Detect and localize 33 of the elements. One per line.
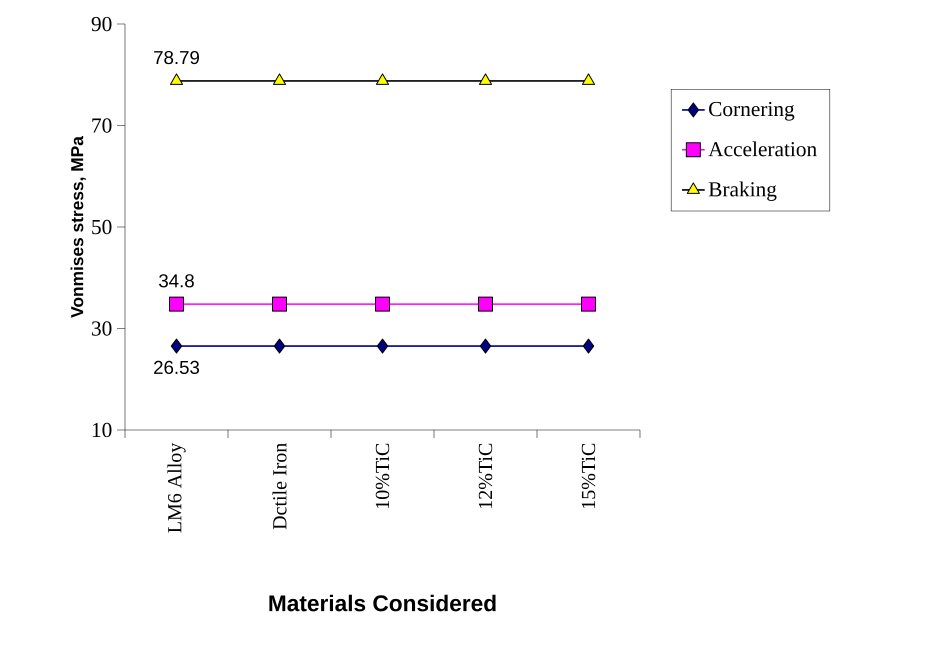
point bbox=[274, 338, 286, 354]
data-label: 78.79 bbox=[154, 50, 199, 64]
point bbox=[169, 296, 184, 312]
point bbox=[376, 73, 390, 85]
point bbox=[272, 296, 288, 312]
data-label: 34.8 bbox=[159, 274, 194, 288]
point bbox=[272, 73, 286, 85]
y-tick-label: 30 bbox=[92, 321, 112, 336]
x-tick-label: Dctile Iron bbox=[272, 442, 287, 530]
y-tick-label: 50 bbox=[92, 220, 112, 234]
point bbox=[375, 296, 390, 312]
y-tick-label: 70 bbox=[92, 118, 112, 133]
x-tick-label: 12%TiC bbox=[478, 444, 492, 508]
point bbox=[480, 338, 492, 354]
x-tick-label: LM6 Alloy bbox=[167, 442, 186, 533]
x-axis-title: Materials Considered bbox=[269, 594, 496, 612]
y-axis-title: Vonmises stress, MPa bbox=[70, 136, 86, 318]
point bbox=[478, 73, 492, 85]
point bbox=[376, 338, 388, 354]
point bbox=[582, 338, 594, 354]
y-tick-label: 90 bbox=[92, 16, 112, 32]
point bbox=[580, 296, 596, 312]
x-tick-label: 10%TiC bbox=[376, 444, 390, 508]
point bbox=[170, 73, 184, 85]
x-tick-label: 15%TiC bbox=[582, 444, 596, 508]
legend-label: Braking bbox=[708, 181, 777, 201]
y-tick-label: 10 bbox=[92, 422, 112, 438]
legend-label: Acceleration bbox=[708, 141, 817, 156]
point bbox=[582, 73, 596, 85]
data-label: 26.53 bbox=[154, 360, 200, 374]
legend-label: Cornering bbox=[709, 102, 794, 121]
point bbox=[170, 338, 182, 354]
point bbox=[478, 296, 493, 312]
